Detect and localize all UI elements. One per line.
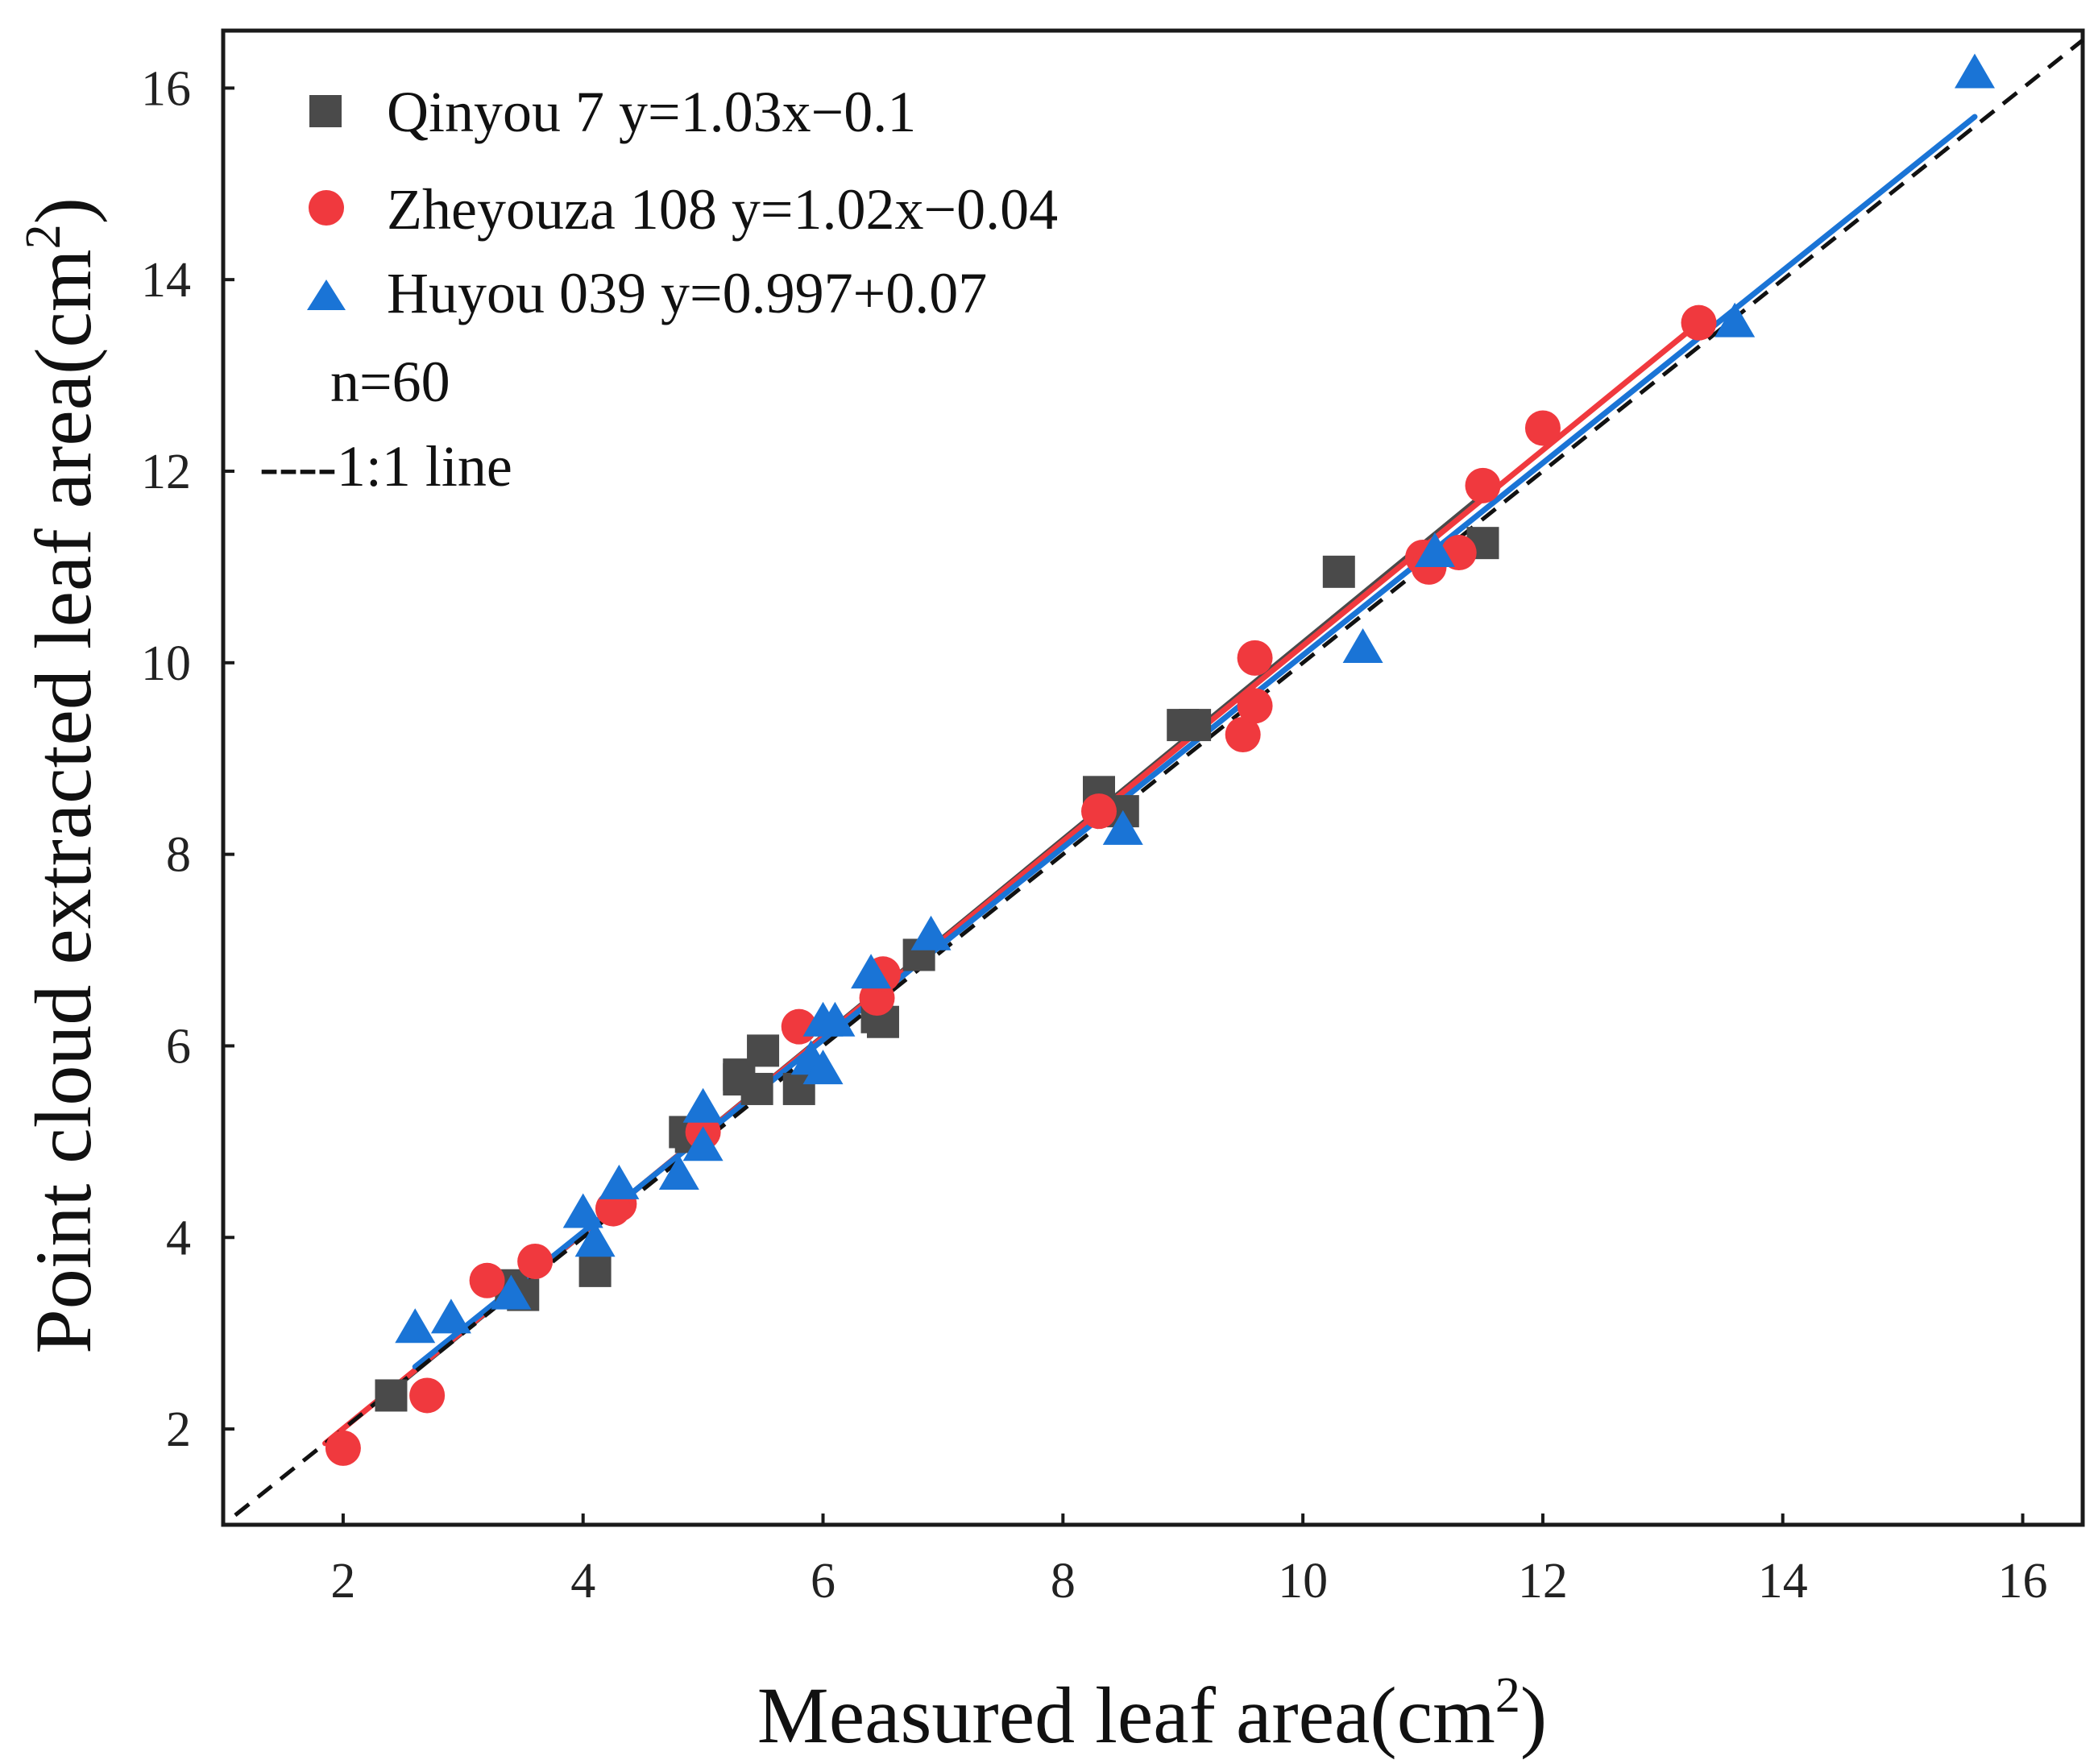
y-tick-label: 4	[166, 1211, 191, 1265]
data-point-huyou-039	[599, 1164, 640, 1199]
data-point-zheyouza-108	[1237, 640, 1273, 676]
data-point-huyou-039	[562, 1193, 603, 1228]
y-tick-label: 6	[166, 1019, 191, 1074]
data-point-qinyou-7	[723, 1063, 756, 1096]
legend: Qinyou 7 y=1.03x−0.1 Zheyouza 108 y=1.02…	[259, 80, 1058, 499]
y-tick-label: 14	[141, 253, 191, 308]
y-axis-title-superscript: 2	[16, 224, 71, 249]
x-tick-label: 4	[570, 1554, 595, 1609]
x-axis-ticks: 2 4 6 8 10 12 14 16	[330, 1513, 2048, 1609]
y-tick-label: 8	[166, 828, 191, 883]
data-point-zheyouza-108	[1524, 410, 1561, 446]
data-point-zheyouza-108	[1681, 304, 1717, 341]
y-tick-label: 12	[141, 445, 191, 499]
data-point-huyou-039	[430, 1298, 471, 1334]
data-point-zheyouza-108	[469, 1262, 505, 1298]
data-point-huyou-039	[1102, 810, 1143, 845]
data-point-huyou-039	[1342, 627, 1383, 663]
legend-label-huyou-039: Huyou 039 y=0.997+0.07	[387, 261, 987, 325]
data-point-qinyou-7	[747, 1034, 780, 1067]
y-tick-label: 16	[141, 61, 191, 116]
data-point-huyou-039	[682, 1087, 724, 1123]
x-tick-label: 12	[1518, 1554, 1568, 1609]
data-point-zheyouza-108	[1080, 793, 1117, 830]
x-tick-label: 10	[1278, 1554, 1328, 1609]
data-point-huyou-039	[491, 1274, 532, 1310]
y-tick-label: 10	[141, 636, 191, 691]
x-axis-title: Measured leaf area(cm2)	[757, 1668, 1547, 1760]
data-point-qinyou-7	[375, 1379, 408, 1412]
data-point-huyou-039	[815, 1001, 856, 1037]
x-tick-label: 16	[1998, 1554, 2048, 1609]
x-tick-label: 14	[1758, 1554, 1808, 1609]
y-axis-title: Point cloud extracted leaf area(cm2)	[16, 197, 108, 1354]
data-point-qinyou-7	[578, 1254, 612, 1287]
data-point-huyou-039	[1954, 53, 1995, 89]
y-axis-ticks: 2 4 6 8 10 12 14 16	[141, 61, 234, 1457]
data-points	[325, 53, 1995, 1466]
x-tick-label: 6	[811, 1554, 835, 1609]
y-tick-label: 2	[166, 1402, 191, 1457]
data-point-huyou-039	[395, 1308, 436, 1344]
legend-marker-huyou-039	[307, 280, 346, 310]
legend-reference-line-label: ----1:1 line	[259, 434, 512, 499]
data-point-huyou-039	[574, 1222, 616, 1257]
legend-label-qinyou-7: Qinyou 7 y=1.03x−0.1	[387, 80, 916, 144]
data-point-qinyou-7	[1179, 709, 1212, 742]
data-point-huyou-039	[851, 954, 892, 989]
data-point-zheyouza-108	[1237, 688, 1273, 724]
legend-marker-qinyou-7	[309, 95, 342, 127]
data-point-zheyouza-108	[595, 1190, 631, 1227]
data-point-huyou-039	[682, 1126, 724, 1162]
data-point-huyou-039	[802, 1050, 844, 1085]
x-axis-title-text: Measured leaf area(cm	[757, 1671, 1495, 1760]
data-point-huyou-039	[1414, 532, 1455, 568]
data-point-zheyouza-108	[325, 1430, 361, 1466]
data-point-qinyou-7	[1322, 555, 1355, 588]
y-axis-title-text: Point cloud extracted leaf area(cm	[19, 249, 108, 1354]
x-axis-title-superscript: 2	[1495, 1668, 1520, 1723]
legend-marker-zheyouza-108	[309, 190, 344, 226]
x-axis-title-close: )	[1520, 1671, 1547, 1760]
x-tick-label: 8	[1051, 1554, 1076, 1609]
legend-label-zheyouza-108: Zheyouza 108 y=1.02x−0.04	[387, 177, 1058, 242]
data-point-zheyouza-108	[1225, 716, 1261, 752]
data-point-zheyouza-108	[409, 1377, 446, 1414]
data-point-huyou-039	[910, 915, 952, 950]
x-tick-label: 2	[330, 1554, 355, 1609]
data-point-huyou-039	[1714, 302, 1756, 337]
legend-sample-size: n=60	[330, 350, 450, 414]
y-axis-title-close: )	[19, 197, 108, 224]
data-point-huyou-039	[658, 1154, 699, 1190]
data-point-zheyouza-108	[1465, 467, 1501, 503]
plot-frame	[221, 28, 2085, 1527]
data-point-zheyouza-108	[517, 1243, 554, 1279]
